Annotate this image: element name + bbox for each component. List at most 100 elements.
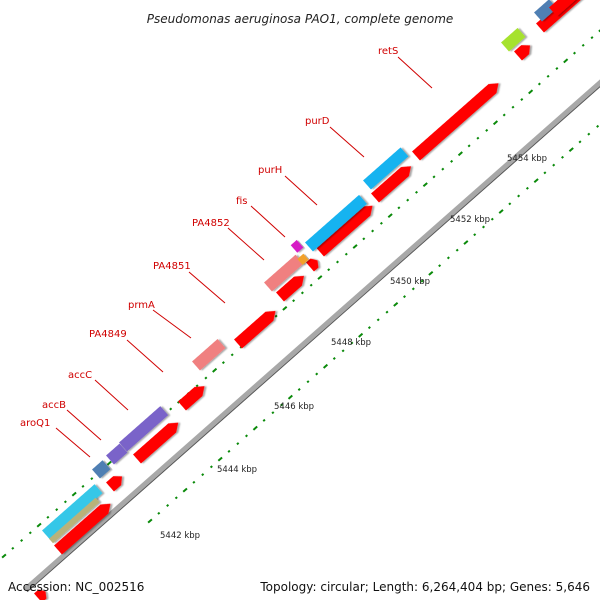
tick-mark	[568, 147, 574, 153]
tick-mark	[432, 175, 436, 179]
tick-mark	[490, 217, 494, 221]
gene-label-aroQ1: aroQ1	[20, 418, 50, 429]
tick-mark	[561, 155, 564, 159]
tick-mark	[441, 167, 445, 171]
tick-mark	[204, 376, 208, 380]
tick-mark	[169, 407, 173, 411]
tick-mark	[217, 456, 223, 462]
feature-cyan	[42, 484, 103, 540]
tick-mark	[525, 186, 529, 190]
tick-mark	[415, 190, 418, 194]
tick-mark	[201, 473, 205, 477]
tick-mark	[397, 206, 401, 210]
tick-mark	[482, 225, 485, 229]
tick-mark	[376, 318, 380, 322]
gene-label-purH: purH	[258, 165, 282, 176]
tick-mark	[317, 275, 323, 280]
tick-mark	[385, 310, 389, 314]
tick-mark	[271, 411, 275, 415]
cds-arrow	[371, 166, 412, 203]
kbp-label: 5444 kbp	[217, 465, 257, 475]
feature-blue	[363, 147, 409, 190]
tick-mark	[292, 299, 296, 303]
tick-mark	[352, 244, 358, 249]
tick-mark	[28, 531, 32, 535]
gene-label-PA4851: PA4851	[153, 261, 191, 272]
tick-mark	[420, 279, 424, 283]
tick-mark	[581, 43, 585, 47]
tick-mark	[1, 553, 7, 559]
tick-mark	[450, 159, 454, 163]
tick-mark	[517, 194, 521, 198]
cds-arrow	[276, 275, 305, 302]
tick-mark	[476, 136, 480, 140]
gene-label-retS: retS	[378, 46, 398, 57]
tick-mark	[578, 140, 582, 144]
backbone	[23, 58, 600, 593]
tick-mark	[252, 425, 258, 431]
tick-mark	[166, 504, 170, 507]
tick-mark	[192, 480, 196, 484]
tick-mark	[11, 546, 15, 550]
tick-mark	[367, 326, 371, 330]
tick-mark	[350, 341, 354, 345]
tick-mark	[46, 515, 50, 519]
tick-mark	[502, 113, 506, 117]
tick-mark	[520, 98, 524, 101]
cds-arrow	[133, 422, 179, 464]
cds-arrow	[316, 205, 373, 257]
tick-mark	[327, 268, 331, 272]
gene-label-PA4852: PA4852	[192, 218, 230, 229]
feature-magenta	[290, 239, 304, 253]
tick-mark	[371, 229, 375, 233]
tick-mark	[55, 508, 59, 512]
tick-mark	[309, 283, 313, 287]
gene-label-PA4849: PA4849	[89, 329, 127, 340]
tick-marks	[1, 27, 600, 559]
tick-mark	[341, 349, 345, 353]
tick-mark	[245, 434, 248, 438]
tick-mark	[455, 248, 459, 252]
cds-arrow	[106, 476, 123, 492]
tick-mark	[528, 89, 534, 95]
cds-arrow	[549, 0, 599, 17]
cds-arrow	[234, 310, 276, 349]
kbp-label: 5442 kbp	[160, 531, 200, 541]
tick-mark	[306, 380, 310, 384]
tick-mark	[236, 442, 240, 446]
feature-track	[34, 0, 600, 600]
tick-mark	[36, 522, 42, 528]
tick-mark	[387, 213, 393, 219]
tick-mark	[344, 252, 348, 256]
feature-blue	[305, 194, 367, 252]
tick-mark	[282, 305, 288, 311]
cds-arrow	[514, 45, 531, 61]
tick-mark	[212, 367, 218, 373]
feature-purple	[106, 443, 128, 465]
kbp-label: 5448 kbp	[331, 338, 371, 348]
tick-mark	[511, 105, 515, 109]
tick-mark	[403, 295, 406, 299]
gene-label-accB: accB	[42, 400, 66, 411]
feature-pink	[192, 339, 226, 371]
gene-label-accC: accC	[68, 370, 92, 381]
tick-mark	[379, 221, 383, 225]
kbp-label: 5446 kbp	[274, 402, 314, 412]
accession-text: Accession: NC_002516	[8, 580, 145, 594]
tick-mark	[438, 264, 442, 268]
gene-label-prmA: prmA	[128, 300, 155, 311]
tick-mark	[336, 260, 339, 264]
tick-mark	[552, 163, 556, 167]
tick-mark	[106, 460, 112, 466]
tick-mark	[81, 484, 85, 488]
tick-mark	[406, 198, 410, 202]
tick-mark	[492, 120, 499, 126]
feature-orange	[297, 253, 309, 266]
kbp-label: 5452 kbp	[450, 215, 490, 225]
kbp-label: 5454 kbp	[507, 154, 547, 164]
cds-arrow	[412, 83, 499, 161]
tick-mark	[457, 151, 463, 157]
tick-mark	[20, 539, 24, 542]
tick-mark	[221, 361, 225, 365]
